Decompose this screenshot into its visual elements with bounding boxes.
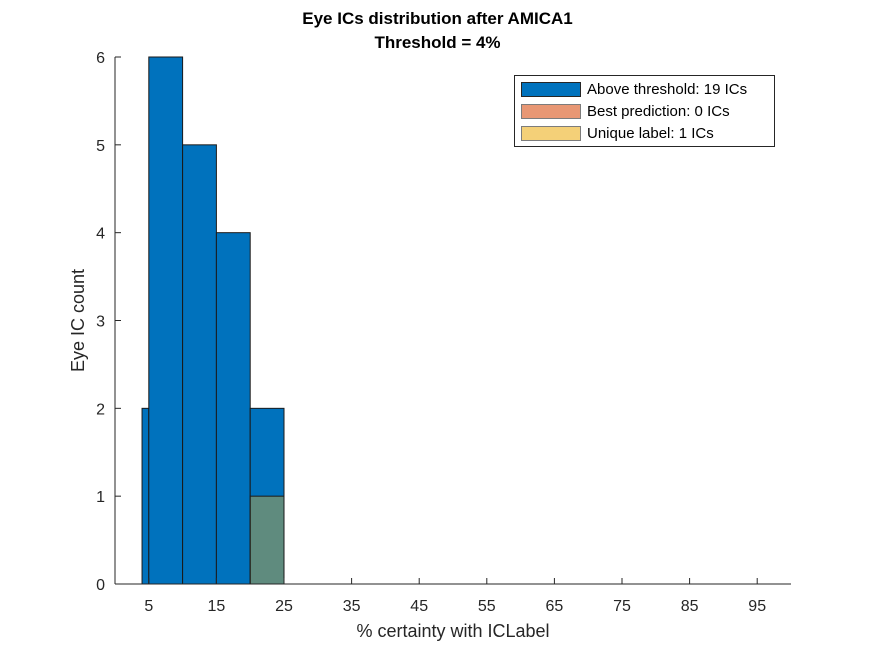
- legend-entry-best-prediction: Best prediction: 0 ICs: [521, 102, 730, 120]
- x-tick-label-6: 65: [546, 598, 564, 615]
- x-tick-label-5: 55: [478, 598, 496, 615]
- x-tick-label-2: 25: [275, 598, 293, 615]
- x-tick-label-3: 35: [343, 598, 361, 615]
- y-tick-label-1: 1: [96, 489, 105, 506]
- y-tick-label-5: 5: [96, 138, 105, 155]
- x-tick-label-0: 5: [144, 598, 153, 615]
- y-tick-label-3: 3: [96, 314, 105, 331]
- legend-swatch-above-threshold: [521, 81, 581, 97]
- y-tick-label-4: 4: [96, 226, 105, 243]
- x-tick-label-1: 15: [208, 598, 226, 615]
- y-tick-label-2: 2: [96, 401, 105, 418]
- x-tick-label-4: 45: [410, 598, 428, 615]
- x-tick-label-9: 95: [748, 598, 766, 615]
- legend-label-above-threshold: Above threshold: 19 ICs: [587, 80, 748, 98]
- bar-above-threshold-0: [141, 407, 150, 585]
- y-tick-label-6: 6: [96, 50, 105, 67]
- legend-entry-unique-label: Unique label: 1 ICs: [521, 124, 714, 142]
- x-tick-label-7: 75: [613, 598, 631, 615]
- chart-title: Eye ICs distribution after AMICA1: [302, 9, 573, 28]
- bar-above-threshold-3: [215, 232, 251, 585]
- x-axis-label: % certainty with ICLabel: [356, 621, 550, 641]
- legend-label-unique-label: Unique label: 1 ICs: [587, 124, 714, 142]
- chart-subtitle: Threshold = 4%: [374, 33, 501, 52]
- y-tick-label-0: 0: [96, 577, 105, 594]
- x-tick-label-8: 85: [681, 598, 699, 615]
- y-axis-label: Eye IC count: [67, 268, 88, 373]
- bar-series2-0: [249, 495, 285, 585]
- bar-above-threshold-1: [148, 56, 184, 585]
- bars-group: [141, 56, 285, 585]
- legend-swatch-unique-label: [521, 125, 581, 141]
- legend-swatch-best-prediction: [521, 103, 581, 119]
- legend-label-best-prediction: Best prediction: 0 ICs: [587, 102, 730, 120]
- bar-above-threshold-2: [182, 144, 217, 585]
- legend: Above threshold: 19 ICs Best prediction:…: [514, 75, 775, 147]
- legend-entry-above-threshold: Above threshold: 19 ICs: [521, 80, 747, 98]
